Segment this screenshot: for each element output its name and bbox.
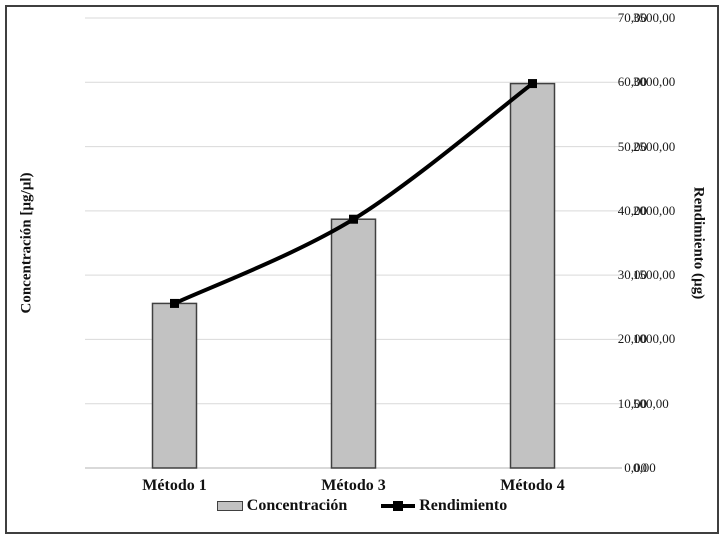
x-category-label: Método 3 [321,477,386,494]
legend-item-concentracion: Concentración [216,497,348,515]
x-category-label: Método 1 [142,477,207,494]
left-axis-title: Concentración [µg/µl) [18,172,35,314]
right-tick-label: 0,00 [633,460,656,475]
legend-item-rendimiento: Rendimiento [381,497,507,515]
left-tick-label: 10,00 [617,395,647,411]
line-marker-Método 4 [528,79,537,89]
line-marker-swatch-icon [381,500,416,512]
right-tick-label: 3500,00 [633,10,676,25]
left-tick-label: 50,00 [617,138,647,154]
legend-label-concentracion: Concentración [246,497,348,514]
left-tick-label: 60,00 [617,74,647,90]
right-tick-label: 2000,00 [633,202,676,218]
bar-Método 1 [151,302,198,469]
right-tick-label: 500,00 [633,395,669,411]
bar-Método 3 [330,218,377,469]
line-marker-Método 1 [170,298,179,308]
left-tick-label: 70,00 [617,10,647,25]
left-tick-label: 20,00 [617,331,647,347]
legend-label-rendimiento: Rendimiento [419,497,508,514]
right-tick-label: 2500,00 [633,138,676,154]
right-tick-label: 1000,00 [633,331,676,347]
line-marker-Método 3 [349,214,358,224]
right-tick-label: 1500,00 [633,267,676,283]
bar-Método 4 [509,82,556,469]
left-tick-label: 30,00 [617,267,647,283]
legend: Concentración Rendimiento [0,497,724,515]
right-tick-label: 3000,00 [633,74,676,90]
bar-swatch-icon [216,501,243,511]
x-category-label: Método 4 [500,477,565,494]
left-tick-label: 0,00 [624,460,647,475]
right-axis-title: Rendimiento (µg) [690,186,707,300]
left-tick-label: 40,00 [617,202,647,218]
